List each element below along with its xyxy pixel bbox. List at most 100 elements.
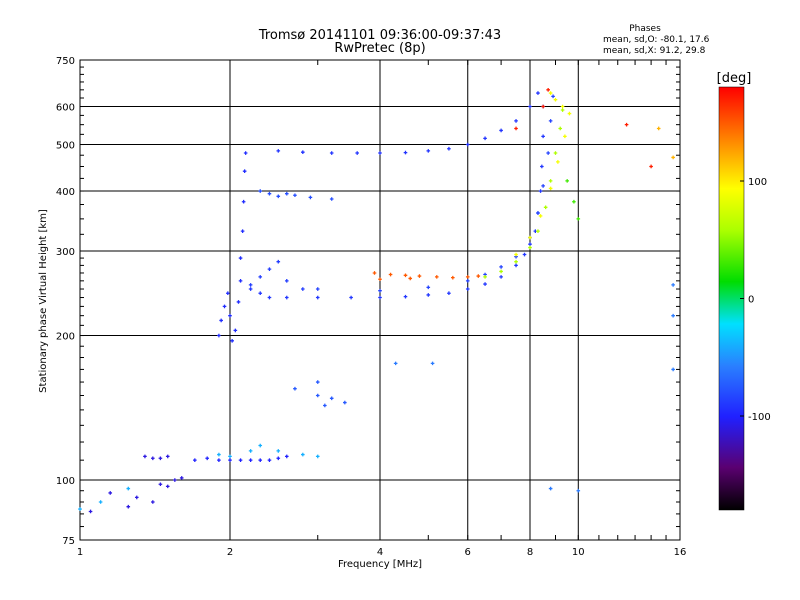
data-point xyxy=(315,295,320,300)
data-point xyxy=(301,452,305,457)
data-point xyxy=(173,478,177,482)
data-point xyxy=(565,179,569,183)
data-point xyxy=(165,484,170,489)
data-point xyxy=(536,211,540,215)
data-point xyxy=(447,146,451,151)
data-point xyxy=(563,134,567,139)
data-point xyxy=(284,295,289,300)
data-point xyxy=(538,189,543,193)
data-point xyxy=(548,486,553,491)
data-point xyxy=(558,126,563,131)
data-point xyxy=(228,454,232,459)
data-point xyxy=(276,149,281,153)
data-point xyxy=(242,169,247,173)
data-point xyxy=(126,504,131,509)
data-point xyxy=(388,272,393,277)
data-point xyxy=(349,295,353,300)
colorbar-tick-label: 0 xyxy=(748,295,754,306)
data-point xyxy=(548,119,553,123)
data-point xyxy=(556,160,560,164)
data-point xyxy=(258,275,263,279)
data-point xyxy=(541,184,545,188)
data-point xyxy=(528,235,532,240)
data-point xyxy=(543,205,548,210)
data-point xyxy=(258,189,263,193)
data-point xyxy=(243,151,248,155)
data-point xyxy=(522,252,527,257)
data-point xyxy=(315,454,320,459)
data-point xyxy=(179,476,184,480)
data-point xyxy=(546,151,550,155)
data-point xyxy=(378,288,382,293)
data-point xyxy=(483,282,487,286)
data-point xyxy=(483,275,487,279)
data-point xyxy=(417,274,422,278)
data-point xyxy=(248,458,253,462)
data-point xyxy=(248,287,253,291)
data-point xyxy=(217,333,221,338)
data-point xyxy=(393,361,398,366)
data-point xyxy=(514,252,518,257)
y-tick-label: 200 xyxy=(56,332,75,343)
data-point xyxy=(276,456,281,461)
data-point xyxy=(248,283,253,287)
data-point xyxy=(267,191,272,196)
data-point xyxy=(126,486,131,491)
data-point xyxy=(378,151,382,155)
data-point xyxy=(548,91,553,95)
data-point xyxy=(158,482,163,487)
data-point xyxy=(134,495,139,500)
data-point xyxy=(656,126,661,131)
data-point xyxy=(315,287,320,291)
data-point xyxy=(230,339,234,343)
data-point xyxy=(541,104,545,109)
data-point xyxy=(143,454,147,459)
data-point xyxy=(241,199,246,204)
data-point xyxy=(323,403,327,408)
data-point xyxy=(267,295,272,300)
data-point xyxy=(465,287,470,291)
data-point xyxy=(88,509,93,514)
data-point xyxy=(426,285,431,290)
data-point xyxy=(315,393,320,398)
data-point xyxy=(78,507,82,511)
x-tick-label: 8 xyxy=(527,547,533,558)
data-point xyxy=(465,279,470,283)
data-point xyxy=(426,149,431,153)
data-point xyxy=(567,111,572,116)
data-point xyxy=(476,274,481,278)
data-point xyxy=(276,194,281,199)
data-point xyxy=(372,271,377,275)
data-point xyxy=(258,458,263,462)
data-point xyxy=(499,269,503,274)
data-point xyxy=(193,458,197,462)
data-point xyxy=(276,449,281,453)
data-point xyxy=(378,277,382,282)
y-tick-label: 100 xyxy=(56,476,75,487)
data-point xyxy=(430,361,435,366)
data-point xyxy=(158,456,163,461)
data-point xyxy=(284,454,289,459)
data-point xyxy=(624,122,629,127)
data-point xyxy=(238,458,243,462)
data-point xyxy=(308,195,313,200)
data-point xyxy=(553,151,558,155)
data-point xyxy=(528,104,532,109)
data-point xyxy=(572,199,576,204)
data-point xyxy=(258,291,263,296)
plot-area: 1 2 4 6 8 10 16 75 100 200 300 400 500 600 750 xyxy=(56,56,686,558)
data-point xyxy=(541,134,545,139)
data-point xyxy=(329,197,334,201)
data-point xyxy=(553,97,558,102)
data-point xyxy=(451,275,455,280)
data-point xyxy=(233,328,238,333)
x-tick-label: 6 xyxy=(465,547,471,558)
data-point xyxy=(536,229,540,233)
data-point xyxy=(514,126,518,131)
colorbar-label: [deg] xyxy=(717,71,752,86)
y-tick-label: 300 xyxy=(56,247,75,258)
data-point xyxy=(258,443,263,448)
data-point xyxy=(465,275,470,279)
data-point xyxy=(165,454,170,459)
